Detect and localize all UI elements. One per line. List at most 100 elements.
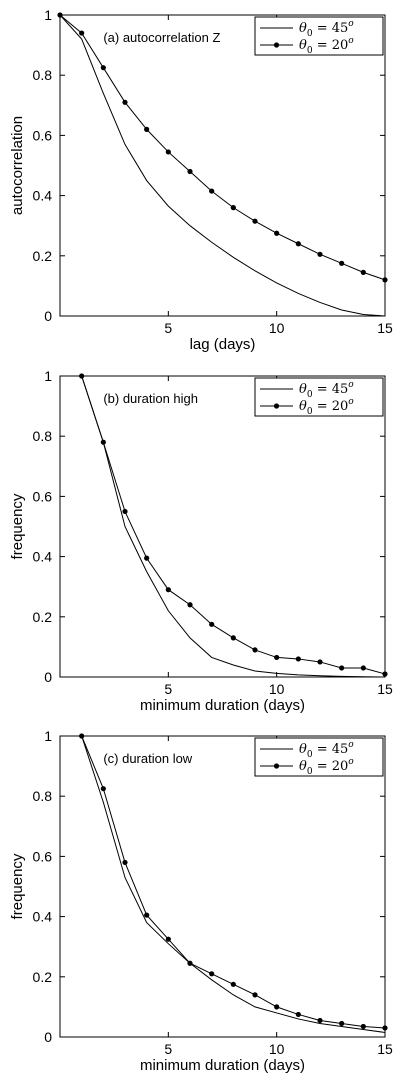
panel-annotation: (a) autocorrelation Z xyxy=(103,30,220,45)
data-point xyxy=(339,1020,345,1027)
x-axis-label: minimum duration (days) xyxy=(140,697,305,714)
data-point xyxy=(57,12,63,18)
y-tick-label: 0.6 xyxy=(33,488,53,504)
data-point xyxy=(360,665,366,671)
y-axis-label: autocorrelation xyxy=(9,116,26,215)
y-tick-label: 0.2 xyxy=(33,969,53,985)
y-tick-label: 0.8 xyxy=(33,788,53,804)
data-point xyxy=(100,786,106,792)
plot-frame xyxy=(59,735,386,1038)
data-point xyxy=(209,621,215,627)
legend-box xyxy=(254,377,384,417)
data-point xyxy=(339,665,345,671)
data-point xyxy=(317,251,323,257)
data-point xyxy=(122,859,128,866)
y-tick-label: 0 xyxy=(44,669,52,685)
data-point xyxy=(144,912,150,918)
x-tick-label: 5 xyxy=(164,320,172,336)
x-tick-label: 15 xyxy=(377,681,393,697)
data-point xyxy=(122,508,128,515)
y-tick-label: 0 xyxy=(44,1029,52,1045)
data-point xyxy=(79,373,85,379)
y-axis-label: frequency xyxy=(9,853,26,919)
data-point xyxy=(317,1017,323,1024)
y-tick-label: 0.6 xyxy=(33,848,53,864)
legend-label: θ0 = 20o xyxy=(299,397,354,417)
x-tick-label: 15 xyxy=(377,320,393,336)
plot-frame xyxy=(59,375,386,678)
data-point xyxy=(122,99,128,105)
series-theta-45 xyxy=(81,735,386,1033)
data-point xyxy=(317,659,323,665)
data-point xyxy=(295,656,301,662)
panel-annotation: (c) duration low xyxy=(103,751,192,766)
data-point xyxy=(252,218,258,224)
data-point xyxy=(295,1011,301,1018)
data-point xyxy=(187,602,193,608)
data-point xyxy=(230,205,236,211)
x-tick-label: 15 xyxy=(377,1041,393,1057)
y-tick-label: 0.4 xyxy=(33,549,53,565)
series-line xyxy=(59,14,386,281)
y-tick-label: 0.4 xyxy=(33,909,53,925)
y-axis-label: frequency xyxy=(9,493,26,559)
data-point xyxy=(209,971,215,977)
data-point xyxy=(295,241,301,247)
y-tick-label: 0.6 xyxy=(33,127,53,143)
series-theta-20 xyxy=(79,373,388,677)
x-axis-label: minimum duration (days) xyxy=(140,1057,305,1074)
y-tick-label: 1 xyxy=(44,7,52,23)
y-tick-label: 1 xyxy=(44,368,52,384)
legend-marker xyxy=(273,763,280,769)
data-point xyxy=(252,647,258,653)
series-line xyxy=(81,735,386,1033)
series-theta-45 xyxy=(81,375,386,678)
legend-label: θ0 = 45o xyxy=(299,380,354,400)
y-tick-label: 1 xyxy=(44,728,52,744)
plot-frame xyxy=(59,14,386,317)
y-tick-label: 0.4 xyxy=(33,188,53,204)
data-point xyxy=(382,671,388,677)
series-theta-20 xyxy=(79,733,388,1031)
legend-marker xyxy=(273,42,280,48)
data-point xyxy=(274,654,280,661)
y-tick-label: 0.8 xyxy=(33,428,53,444)
series-line xyxy=(81,375,386,678)
data-point xyxy=(165,149,171,155)
data-point xyxy=(274,1004,280,1010)
data-point xyxy=(187,960,193,966)
panel-annotation: (b) duration high xyxy=(103,391,198,406)
data-point xyxy=(100,439,106,445)
legend-label: θ0 = 20o xyxy=(299,757,354,777)
data-point xyxy=(79,30,85,36)
data-point xyxy=(165,587,171,593)
x-tick-label: 10 xyxy=(269,320,285,336)
legend-label: θ0 = 20o xyxy=(299,36,354,56)
x-tick-label: 10 xyxy=(269,1041,285,1057)
series-line xyxy=(81,375,386,675)
x-axis-label: lag (days) xyxy=(190,336,256,353)
x-tick-label: 10 xyxy=(269,681,285,697)
legend-box xyxy=(254,16,384,56)
data-point xyxy=(382,277,388,283)
data-point xyxy=(100,65,106,71)
data-point xyxy=(79,733,85,739)
data-point xyxy=(360,1023,366,1030)
series-theta-20 xyxy=(57,12,388,283)
data-point xyxy=(165,936,171,942)
data-point xyxy=(274,230,280,236)
x-tick-label: 5 xyxy=(164,1041,172,1057)
data-point xyxy=(252,992,258,998)
data-point xyxy=(382,1025,388,1031)
data-point xyxy=(144,126,150,132)
legend-box xyxy=(254,737,384,777)
series-line xyxy=(59,14,386,317)
legend-label: θ0 = 45o xyxy=(299,740,354,760)
data-point xyxy=(360,269,366,275)
legend-label: θ0 = 45o xyxy=(299,19,354,39)
